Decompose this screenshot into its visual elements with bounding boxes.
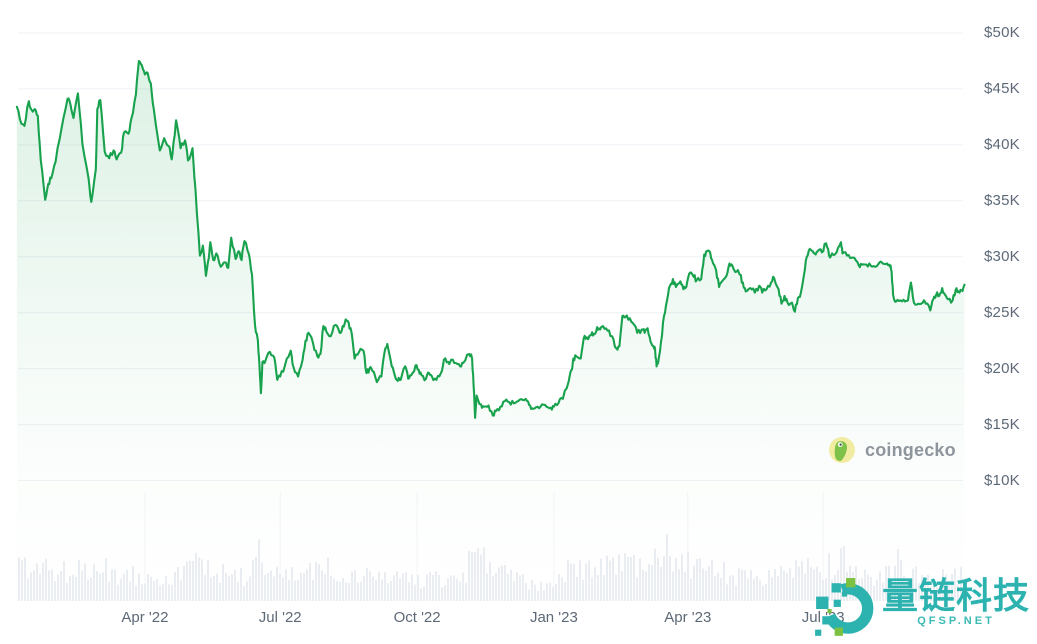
y-axis-label: $50K [984,24,1020,41]
x-axis-label: Jan '23 [529,609,578,626]
y-axis-label: $35K [984,191,1020,209]
coingecko-watermark: coingecko [828,436,956,464]
price-line [15,59,966,419]
x-axis-label: Oct '22 [393,609,441,626]
y-axis-label: $30K [984,247,1020,265]
y-axis-label: $15K [984,415,1020,433]
y-axis-label: $40K [984,135,1020,153]
y-axis-label: $25K [984,303,1020,321]
coingecko-wordmark: coingecko [865,439,956,460]
pixel-blocks-ring-logo [815,578,874,636]
y-axis-label: $10K [984,471,1020,489]
x-axis-label: Jul '22 [258,609,302,626]
qfsp-subtitle: QFSP.NET [917,615,995,627]
x-axis-label: Apr '22 [121,609,169,626]
y-axis-label: $45K [984,79,1020,97]
price-area-fill [16,61,965,601]
x-axis-label: Apr '23 [664,609,712,626]
gecko-circle-icon [829,437,855,463]
qfsp-title: 量链科技 [882,575,1031,616]
y-axis-label: $20K [984,359,1020,377]
qfsp-watermark: 量链科技 QFSP.NET [814,575,1037,644]
